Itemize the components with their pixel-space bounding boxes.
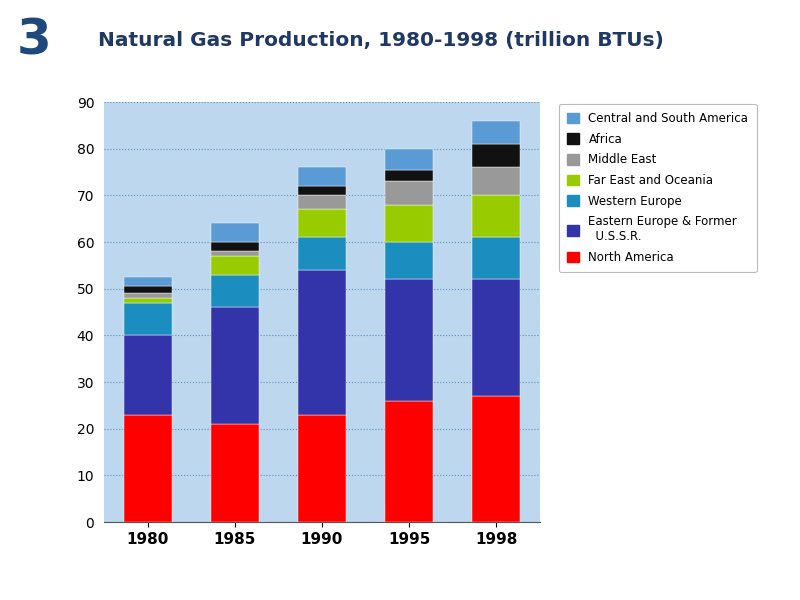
Bar [298, 196, 346, 209]
Bar [472, 144, 520, 167]
Bar [124, 293, 172, 298]
Bar [211, 242, 259, 251]
Bar [124, 302, 172, 335]
Bar [124, 298, 172, 302]
Bar [385, 205, 433, 242]
Bar [124, 415, 172, 522]
Bar [472, 196, 520, 238]
Bar [124, 335, 172, 415]
Legend: Central and South America, Africa, Middle East, Far East and Oceania, Western Eu: Central and South America, Africa, Middl… [559, 104, 757, 272]
Bar [211, 424, 259, 522]
Text: 3: 3 [17, 16, 51, 64]
Bar [385, 170, 433, 181]
Bar [124, 277, 172, 286]
Bar [298, 167, 346, 186]
Bar [298, 238, 346, 270]
Bar [472, 396, 520, 522]
Bar [298, 186, 346, 196]
Bar [472, 167, 520, 196]
Bar [298, 415, 346, 522]
Bar [385, 181, 433, 205]
Bar [472, 121, 520, 144]
Bar [472, 280, 520, 396]
Bar [211, 275, 259, 307]
Bar [385, 401, 433, 522]
Bar [298, 270, 346, 415]
Bar [211, 223, 259, 242]
Bar [211, 307, 259, 424]
Bar [211, 256, 259, 275]
Bar [385, 149, 433, 170]
Bar [472, 238, 520, 280]
Bar [124, 286, 172, 293]
Text: Natural Gas Production, 1980-1998 (trillion BTUs): Natural Gas Production, 1980-1998 (trill… [98, 31, 663, 50]
Bar [385, 242, 433, 280]
Bar [211, 251, 259, 256]
Bar [385, 280, 433, 401]
Bar [298, 209, 346, 238]
